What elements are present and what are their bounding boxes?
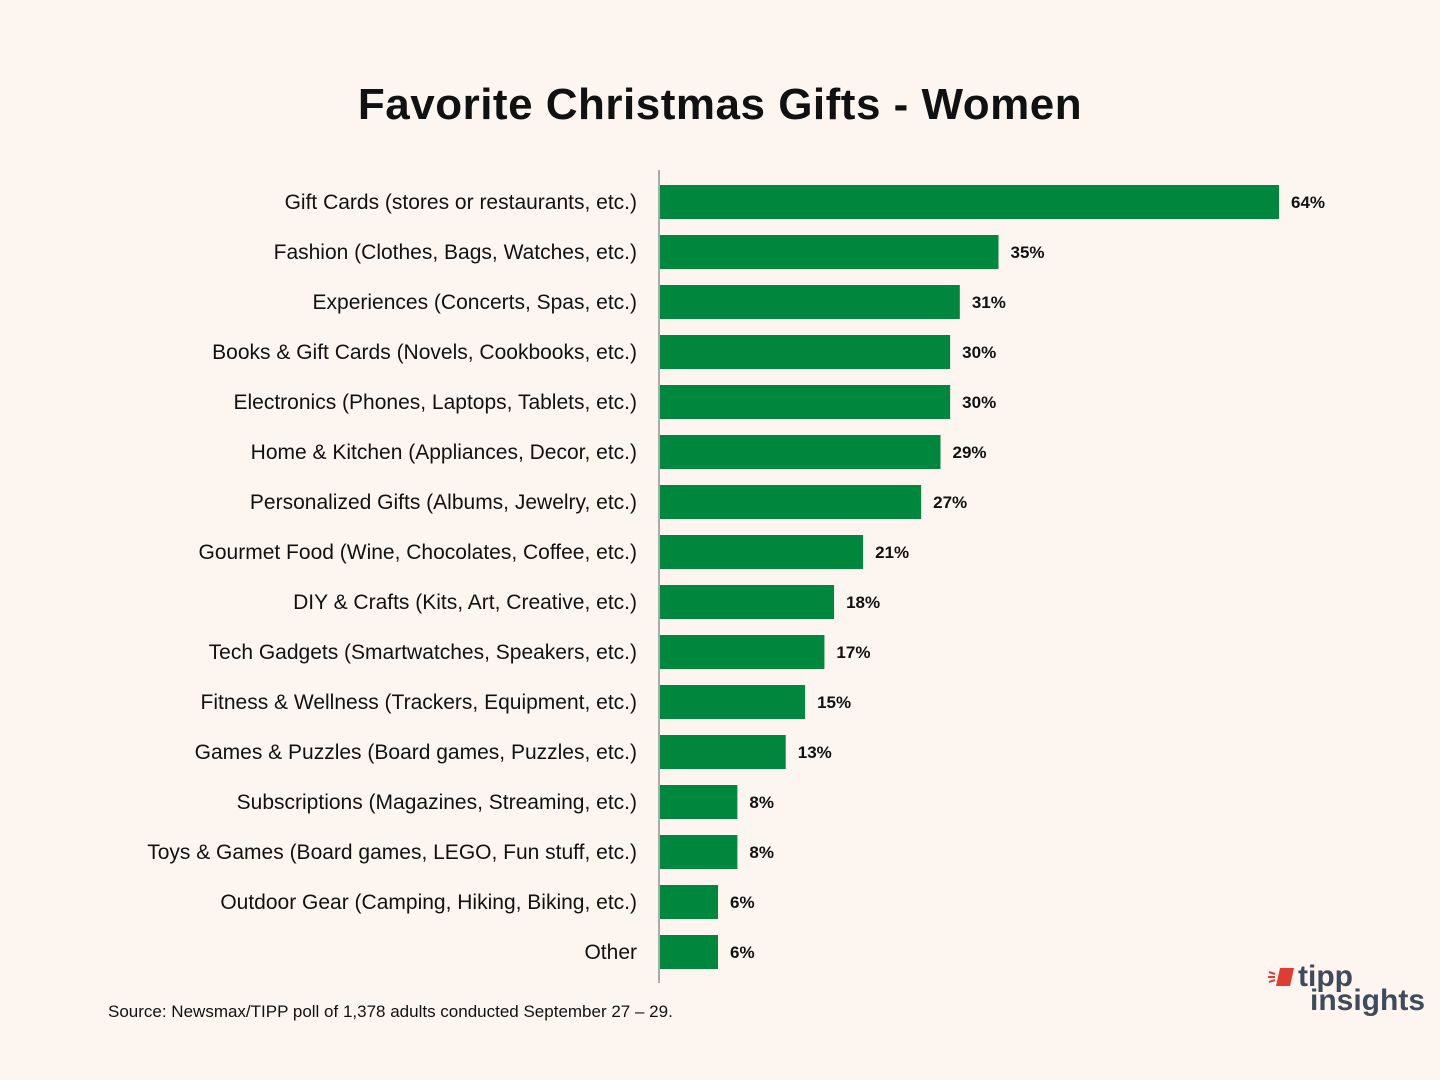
data-label: 30%	[962, 393, 996, 412]
bar	[660, 385, 951, 419]
logo-mark-shape	[1276, 968, 1294, 986]
data-label: 64%	[1291, 193, 1325, 212]
category-label: Electronics (Phones, Laptops, Tablets, e…	[234, 391, 638, 414]
data-label: 31%	[972, 293, 1006, 312]
category-label: Subscriptions (Magazines, Streaming, etc…	[237, 791, 637, 814]
category-label: Tech Gadgets (Smartwatches, Speakers, et…	[209, 641, 637, 664]
category-label: Books & Gift Cards (Novels, Cookbooks, e…	[212, 341, 637, 364]
bar	[660, 335, 951, 369]
category-label: Home & Kitchen (Appliances, Decor, etc.)	[251, 441, 637, 464]
category-label: Outdoor Gear (Camping, Hiking, Biking, e…	[220, 891, 637, 914]
data-label: 35%	[1011, 243, 1045, 262]
data-label: 27%	[933, 493, 967, 512]
data-label: 6%	[730, 943, 755, 962]
bar	[660, 585, 835, 619]
category-label: Games & Puzzles (Board games, Puzzles, e…	[195, 741, 637, 764]
data-label: 6%	[730, 893, 755, 912]
logo-text-tipp: tipp	[1298, 960, 1353, 993]
data-label: 29%	[952, 443, 986, 462]
bar	[660, 285, 960, 319]
data-label: 15%	[817, 693, 851, 712]
data-label: 30%	[962, 343, 996, 362]
bar	[660, 485, 922, 519]
data-label: 13%	[798, 743, 832, 762]
bar	[660, 635, 825, 669]
logo-mark-ray	[1268, 979, 1276, 983]
category-label: Fashion (Clothes, Bags, Watches, etc.)	[274, 241, 637, 264]
category-label: Other	[584, 941, 637, 964]
category-label: DIY & Crafts (Kits, Art, Creative, etc.)	[293, 591, 637, 614]
category-label: Fitness & Wellness (Trackers, Equipment,…	[201, 691, 637, 714]
data-label: 21%	[875, 543, 909, 562]
source-note: Source: Newsmax/TIPP poll of 1,378 adult…	[108, 1002, 673, 1021]
bar	[660, 785, 738, 819]
data-label: 8%	[749, 843, 774, 862]
bar	[660, 935, 719, 969]
chart-title: Favorite Christmas Gifts - Women	[357, 80, 1083, 129]
logo-mark-ray	[1268, 971, 1276, 975]
data-label: 18%	[846, 593, 880, 612]
bar	[660, 435, 941, 469]
logo-text-insights: insights	[1310, 984, 1426, 1017]
data-label: 8%	[749, 793, 774, 812]
bar	[660, 685, 806, 719]
category-label: Experiences (Concerts, Spas, etc.)	[313, 291, 637, 314]
bar	[660, 535, 864, 569]
bar	[660, 885, 719, 919]
bar	[660, 185, 1279, 219]
category-label: Personalized Gifts (Albums, Jewelry, etc…	[250, 491, 637, 514]
bar	[660, 735, 786, 769]
logo-mark-icon	[1268, 968, 1294, 986]
tipp-insights-logo: tipp insights	[1268, 962, 1428, 1022]
category-label: Toys & Games (Board games, LEGO, Fun stu…	[147, 841, 637, 864]
data-label: 17%	[836, 643, 870, 662]
category-label: Gourmet Food (Wine, Chocolates, Coffee, …	[199, 541, 637, 564]
category-label: Gift Cards (stores or restaurants, etc.)	[285, 191, 637, 214]
bar	[660, 235, 999, 269]
bar	[660, 835, 738, 869]
